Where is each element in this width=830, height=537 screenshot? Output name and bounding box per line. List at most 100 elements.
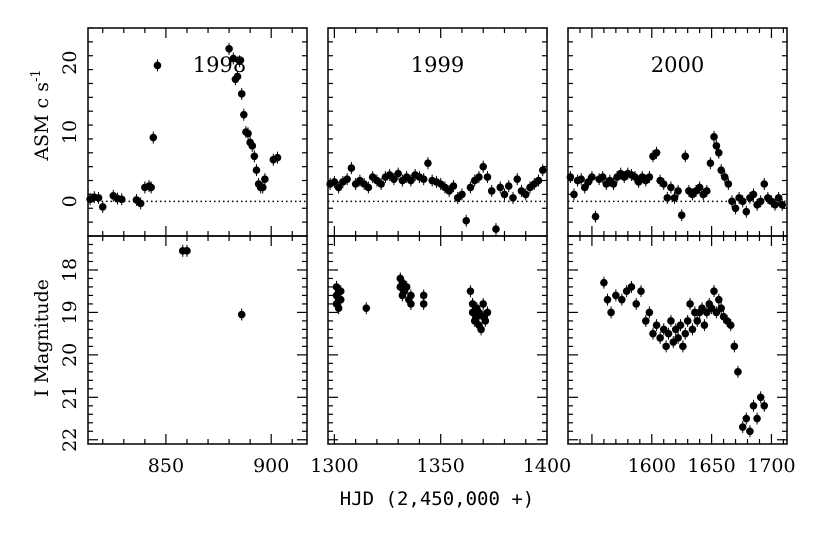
x-tick-label: 1400 — [523, 455, 571, 477]
data-point-2000-asm — [756, 197, 765, 206]
data-point-1998-asm — [94, 194, 103, 202]
data-point-2000-imag — [627, 283, 636, 291]
data-point-1999-asm — [330, 178, 339, 186]
data-point-1999-asm — [343, 175, 351, 183]
data-point-2000-imag — [676, 321, 685, 329]
data-point-2000-asm — [580, 183, 589, 192]
data-point-1999-imag — [407, 300, 415, 308]
data-point-2000-imag — [679, 342, 687, 351]
data-point-1998-asm — [250, 152, 259, 161]
data-point-2000-asm — [681, 152, 690, 161]
data-point-2000-asm — [566, 173, 575, 181]
data-point-2000-asm — [677, 211, 686, 219]
year-label-1999: 1999 — [411, 53, 464, 77]
data-point-1999-imag — [419, 300, 428, 308]
data-point-1999-imag — [479, 300, 488, 308]
data-point-1998-asm — [244, 129, 252, 138]
data-point-1999-imag — [362, 304, 371, 312]
data-point-2000-imag — [693, 317, 702, 325]
imag-tick-label: 19 — [59, 300, 81, 324]
data-point-1998-asm — [248, 142, 257, 150]
data-point-2000-imag — [756, 393, 765, 402]
data-point-2000-asm — [577, 175, 585, 183]
data-point-1999-asm — [347, 164, 356, 172]
data-point-2000-imag — [612, 291, 620, 300]
data-point-1998-asm — [149, 133, 158, 142]
data-point-2000-imag — [662, 342, 670, 351]
data-point-1999-asm — [394, 169, 402, 178]
data-point-2000-imag — [683, 317, 692, 325]
data-point-2000-asm — [710, 133, 718, 141]
data-point-1999-asm — [500, 190, 509, 199]
data-point-1998-asm — [225, 45, 233, 53]
data-point-1999-asm — [364, 183, 373, 192]
data-point-2000-imag — [641, 317, 650, 325]
data-point-1999-imag — [419, 291, 428, 300]
panel-frame-2000-imag — [567, 235, 788, 445]
data-point-2000-asm — [645, 173, 654, 181]
x-tick-label: 1700 — [747, 455, 795, 477]
data-point-2000-imag — [700, 321, 709, 329]
data-point-2000-asm — [774, 194, 783, 202]
data-point-1999-asm — [538, 166, 547, 174]
data-point-2000-imag — [649, 329, 657, 338]
data-point-1999-asm — [419, 175, 428, 183]
data-point-1999-asm — [521, 190, 530, 199]
data-point-2000-imag — [645, 308, 654, 317]
data-point-2000-imag — [746, 427, 754, 436]
panel-frame-1998-imag — [87, 235, 308, 445]
data-point-1999-asm — [458, 190, 466, 199]
asm-tick-label: 10 — [59, 120, 81, 144]
data-point-1999-asm — [407, 176, 415, 185]
data-point-1998-asm — [117, 195, 126, 204]
data-point-2000-asm — [728, 197, 736, 206]
imag-tick-label: 20 — [59, 343, 81, 367]
data-point-2000-imag — [637, 287, 645, 295]
data-point-1998-asm — [261, 175, 269, 183]
data-point-1999-imag — [334, 304, 343, 312]
data-point-1999-asm — [487, 187, 496, 195]
data-point-2000-imag — [603, 295, 612, 304]
data-point-1999-imag — [336, 295, 345, 304]
x-tick-label: 1350 — [417, 455, 465, 477]
data-point-2000-imag — [730, 342, 739, 351]
data-point-2000-asm — [695, 183, 704, 192]
data-point-2000-asm — [771, 201, 779, 209]
data-point-2000-imag — [656, 334, 664, 342]
x-tick-label: 850 — [148, 455, 184, 477]
imag-tick-label: 18 — [59, 258, 81, 282]
data-point-1998-asm — [252, 166, 261, 174]
data-point-2000-imag — [734, 368, 742, 376]
data-point-2000-asm — [703, 187, 711, 195]
x-axis-label: HJD (2,450,000 +) — [340, 488, 534, 510]
data-point-1999-asm — [496, 183, 505, 192]
data-point-2000-asm — [706, 159, 715, 167]
data-point-2000-imag — [760, 401, 769, 410]
data-point-1999-imag — [407, 291, 415, 300]
data-point-2000-asm — [778, 201, 787, 209]
data-point-2000-asm — [738, 197, 747, 206]
data-point-2000-asm — [760, 180, 769, 188]
data-point-1999-imag — [402, 283, 411, 291]
asm-tick-label: 0 — [59, 195, 81, 207]
data-point-1998-asm — [136, 199, 145, 208]
data-point-2000-imag — [652, 321, 661, 329]
data-point-1998-asm — [153, 61, 162, 70]
data-point-1998-asm — [233, 72, 242, 81]
imag-tick-label: 21 — [59, 385, 81, 409]
data-point-2000-imag — [714, 295, 723, 304]
data-point-1998-asm — [98, 203, 107, 211]
x-tick-label: 1300 — [310, 455, 358, 477]
data-point-2000-asm — [714, 149, 723, 157]
data-point-1999-asm — [534, 176, 543, 185]
data-point-2000-asm — [742, 207, 751, 216]
data-point-2000-asm — [652, 149, 661, 157]
data-point-1999-asm — [377, 180, 385, 188]
data-point-1998-imag — [183, 247, 191, 255]
data-point-2000-imag — [742, 414, 751, 423]
year-label-2000: 2000 — [651, 53, 704, 77]
data-point-1999-asm — [334, 183, 343, 192]
panel-frame-1999-imag — [327, 235, 548, 445]
data-point-2000-imag — [632, 300, 641, 308]
data-point-2000-imag — [681, 329, 690, 338]
